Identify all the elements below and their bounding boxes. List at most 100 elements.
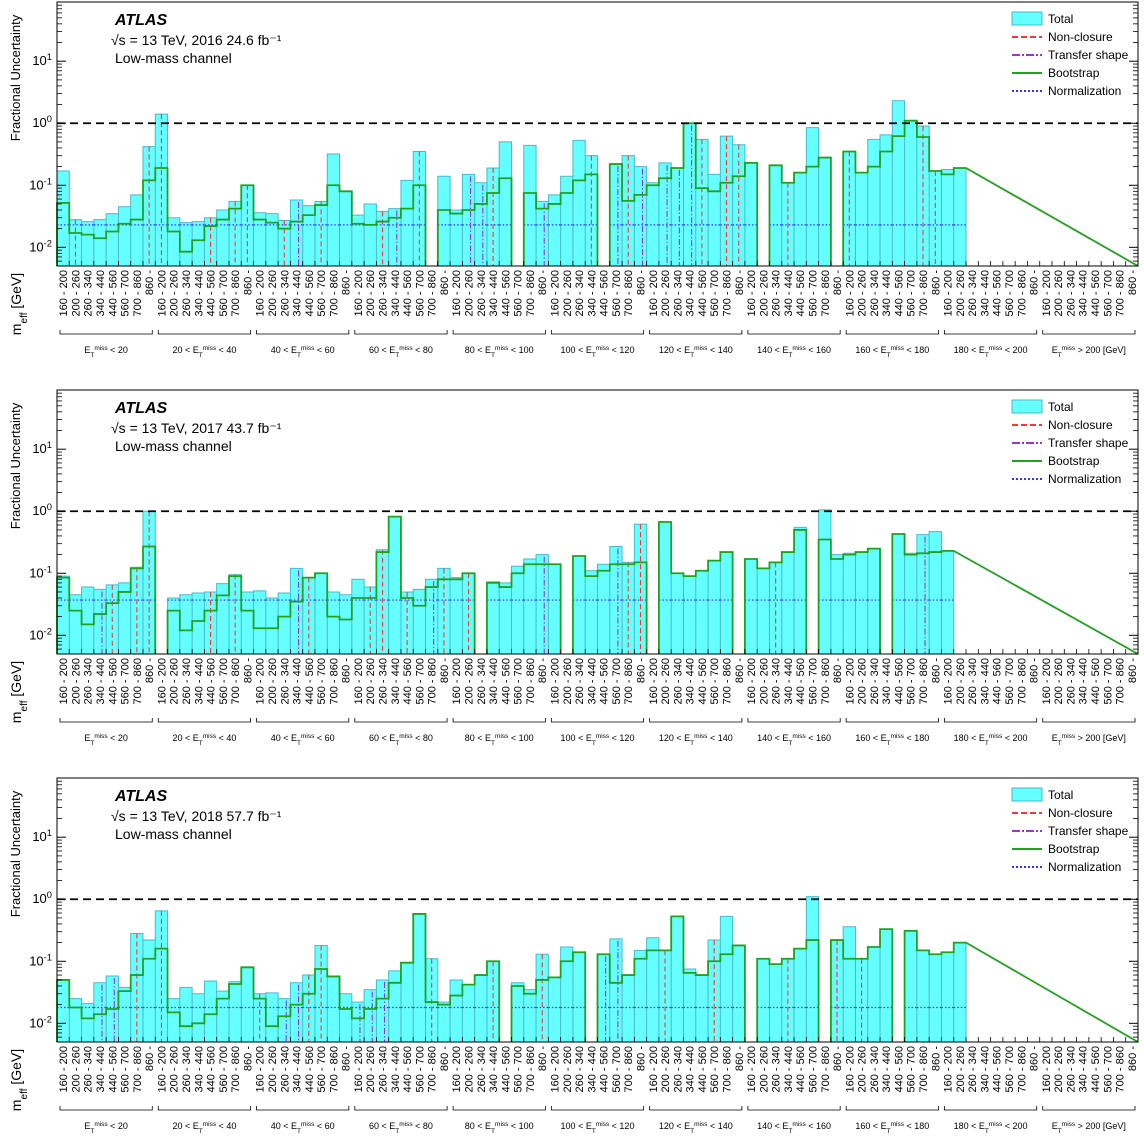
total-bar	[413, 913, 426, 1042]
energy-label: √s = 13 TeV, 2016 24.6 fb⁻¹	[111, 32, 282, 48]
total-bar	[486, 581, 500, 654]
bin-label: 260 - 340	[869, 270, 881, 316]
total-bar	[69, 998, 82, 1042]
bin-label: 440 - 560	[402, 1046, 414, 1092]
group-bracket	[256, 718, 350, 723]
bin-label: 860 -	[439, 270, 451, 295]
total-bar	[794, 948, 807, 1042]
bin-label: 440 - 560	[304, 270, 316, 316]
bin-label: 700 - 860	[525, 270, 537, 316]
group-label: 160 < ET​miss​ < 180	[855, 345, 929, 359]
total-bar	[216, 209, 229, 266]
total-bar	[929, 531, 942, 654]
y-tick-label: 100	[32, 501, 52, 518]
legend: Total Non-closure Transfer shape Bootstrap N…	[1011, 399, 1129, 486]
total-bar	[572, 555, 586, 654]
bin-label: 200 - 260	[955, 270, 967, 316]
bin-label: 440 - 560	[893, 658, 905, 704]
group-bracket	[59, 1106, 153, 1111]
bin-label: 860 -	[439, 1046, 451, 1071]
group-bracket	[747, 330, 841, 335]
total-bar	[572, 140, 586, 266]
bin-label: 440 - 560	[1090, 658, 1102, 704]
bin-label: 160 - 200	[943, 270, 955, 316]
total-bar	[523, 558, 537, 654]
bin-label: 160 - 200	[648, 270, 660, 316]
legend: Total Non-closure Transfer shape Bootstrap N…	[1011, 787, 1129, 874]
bin-label: 560 - 700	[414, 658, 426, 704]
bin-label: 560 - 700	[120, 270, 132, 316]
total-bar	[904, 930, 917, 1042]
total-bar	[167, 217, 180, 266]
total-bar	[192, 221, 205, 266]
bin-label: 200 - 260	[562, 270, 574, 316]
bin-label: 700 - 860	[427, 658, 439, 704]
total-bar	[671, 167, 684, 266]
group-label: 140 < ET​miss​ < 160	[757, 733, 831, 747]
bin-label: 340 - 440	[292, 1046, 304, 1092]
bin-label: 260 - 340	[771, 1046, 783, 1092]
bin-label: 560 - 700	[1102, 1046, 1114, 1092]
total-bar	[81, 587, 94, 654]
total-bar	[351, 579, 365, 654]
bin-label: 860 -	[537, 1046, 549, 1071]
bin-label: 340 - 440	[586, 270, 598, 316]
bin-label: 200 - 260	[169, 1046, 181, 1092]
group-bracket	[550, 718, 645, 723]
group-bracket	[157, 1106, 251, 1111]
bin-label: 200 - 260	[464, 1046, 476, 1092]
group-label: 120 < ET​miss​ < 140	[659, 733, 733, 747]
bin-label: 200 - 260	[1053, 658, 1065, 704]
bin-label: 700 - 860	[721, 658, 733, 704]
bin-label: 340 - 440	[1078, 270, 1090, 316]
y-tick-label: 100	[32, 113, 52, 130]
total-bar	[572, 952, 586, 1042]
bin-label: 340 - 440	[685, 1046, 697, 1092]
total-bar	[523, 989, 537, 1042]
bin-label: 700 - 860	[820, 658, 832, 704]
bin-label: 860 -	[832, 658, 844, 683]
bin-label: 200 - 260	[169, 270, 181, 316]
bin-label: 700 - 860	[918, 270, 930, 316]
total-bar	[57, 576, 70, 654]
bin-label: 340 - 440	[193, 270, 205, 316]
bin-label: 340 - 440	[95, 658, 107, 704]
total-bar	[855, 552, 868, 654]
bin-label: 200 - 260	[758, 658, 770, 704]
group-label: 80 < ET​miss​ < 100	[465, 345, 534, 359]
total-bar	[916, 950, 930, 1042]
total-bar	[867, 548, 881, 654]
group-label: 60 < ET​miss​ < 80	[369, 733, 433, 747]
group-bracket	[649, 718, 743, 723]
bin-label: 440 - 560	[795, 1046, 807, 1092]
bin-label: 440 - 560	[402, 270, 414, 316]
bin-label: 700 - 860	[328, 658, 340, 704]
bin-label: 860 -	[832, 1046, 844, 1071]
bin-label: 560 - 700	[709, 270, 721, 316]
group-label: 120 < ET​miss​ < 140	[659, 1121, 733, 1135]
total-bar	[609, 546, 623, 654]
group-label: ET​miss​ > 200 [GeV]	[1052, 733, 1126, 747]
bin-label: 260 - 340	[378, 658, 390, 704]
bin-label: 440 - 560	[992, 1046, 1004, 1092]
total-bar	[388, 516, 401, 654]
bin-label: 560 - 700	[611, 1046, 623, 1092]
bin-label: 260 - 340	[1065, 658, 1077, 704]
bin-label: 440 - 560	[402, 658, 414, 704]
group-label: 60 < ET​miss​ < 80	[369, 1121, 433, 1135]
bin-label: 440 - 560	[992, 270, 1004, 316]
bin-label: 860 -	[635, 658, 647, 683]
total-bar	[769, 165, 782, 266]
total-bar	[364, 203, 377, 266]
total-bar	[216, 991, 229, 1042]
bin-label: 340 - 440	[979, 270, 991, 316]
total-bar	[695, 570, 709, 654]
bin-label: 860 -	[1029, 658, 1041, 683]
total-bar	[585, 570, 598, 654]
panel-3: 10-2 10-1 100 101 Fractional Uncertainty meff…	[8, 777, 1139, 1135]
group-bracket	[452, 330, 546, 335]
bin-label: 160 - 200	[255, 658, 267, 704]
bin-label: 160 - 200	[353, 658, 365, 704]
total-bar	[142, 940, 156, 1042]
x-axis-label: meff​ [GeV]	[8, 661, 30, 723]
